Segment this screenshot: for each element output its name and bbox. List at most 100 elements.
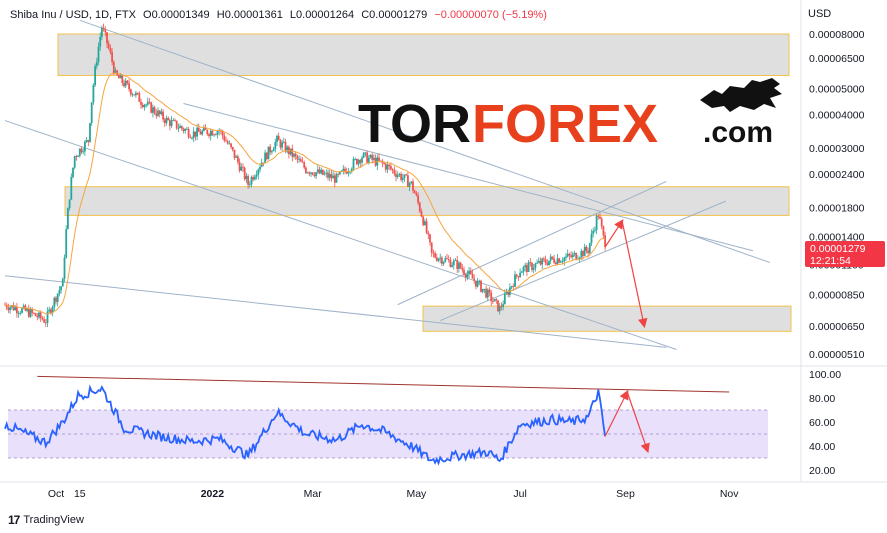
candle-body	[279, 140, 282, 148]
candle-body	[543, 258, 545, 260]
price-tick-label: 0.00002400	[809, 169, 865, 181]
candle-body	[133, 94, 136, 96]
candle-body	[271, 151, 273, 153]
candle-body	[123, 82, 125, 87]
candle-body	[126, 80, 129, 84]
candle-body	[145, 104, 147, 106]
candle-body	[267, 146, 270, 160]
candle-body	[243, 167, 246, 180]
candle-body	[452, 260, 455, 266]
candle-body	[213, 134, 215, 136]
candle-body	[208, 134, 210, 137]
candle-body	[179, 126, 181, 129]
candle-body	[395, 173, 397, 178]
candle-body	[398, 173, 401, 175]
candle-body	[384, 163, 387, 170]
candle-body	[167, 118, 170, 121]
candle-body	[19, 312, 22, 314]
candle-body	[102, 27, 105, 30]
candle-body	[298, 159, 300, 161]
candle-body	[276, 135, 278, 143]
candle-body	[26, 308, 28, 311]
watermark-part2: FOREX	[472, 94, 658, 154]
candle-body	[153, 107, 156, 114]
candle-body	[242, 166, 244, 168]
candle-body	[12, 305, 15, 311]
candle-body	[390, 166, 392, 170]
candle-body	[512, 286, 515, 288]
candle-body	[427, 232, 430, 235]
candle-body	[366, 152, 368, 163]
candle-body	[157, 110, 159, 116]
candle-body	[396, 174, 399, 178]
candle-body	[537, 260, 540, 263]
candle-body	[522, 267, 525, 272]
candle-body	[252, 177, 255, 180]
candle-body	[350, 168, 353, 172]
candle-body	[269, 146, 272, 153]
candle-body	[439, 257, 442, 259]
candle-body	[432, 252, 435, 254]
candle-body	[519, 272, 521, 278]
forecast-arrows	[604, 219, 650, 454]
candle-body	[503, 293, 506, 305]
high-label: H	[216, 9, 225, 21]
candle-body	[281, 142, 283, 148]
candle-body	[230, 143, 232, 148]
watermark-part1: TOR	[358, 94, 471, 154]
candle-body	[101, 27, 103, 37]
symbol-title[interactable]: Shiba Inu / USD, 1D, FTX	[10, 9, 136, 21]
candle-body	[128, 83, 130, 90]
candle-body	[359, 159, 362, 163]
candle-body	[16, 307, 18, 314]
candle-body	[221, 130, 224, 136]
close-label: C	[361, 9, 370, 21]
time-tick-label: Nov	[720, 488, 739, 500]
price-tick-label: 0.00008000	[809, 29, 865, 41]
candle-body	[544, 259, 547, 264]
price-tick-label: 0.00004000	[809, 110, 865, 122]
candle-body	[356, 158, 358, 165]
candle-body	[143, 104, 146, 108]
candle-body	[293, 153, 295, 157]
candle-body	[299, 159, 302, 162]
candle-body	[469, 270, 472, 274]
candle-body	[294, 153, 297, 157]
trend-line-4	[4, 120, 677, 351]
candle-body	[36, 316, 39, 318]
candle-body	[505, 292, 508, 294]
candle-body	[568, 253, 571, 256]
candle-body	[322, 169, 324, 175]
candle-body	[272, 149, 275, 152]
candle-body	[347, 171, 350, 174]
candle-body	[112, 61, 115, 73]
candle-body	[333, 175, 336, 183]
candle-body	[553, 258, 555, 263]
rsi-tick-label: 100.00	[809, 369, 841, 381]
tradingview-logo[interactable]: 17 TradingView	[8, 513, 84, 527]
candle-body	[488, 289, 491, 293]
candle-body	[34, 313, 37, 317]
time-tick-label: Sep	[616, 488, 635, 500]
trend-line-5	[397, 181, 667, 306]
candle-body	[80, 148, 83, 153]
time-tick-label: Mar	[304, 488, 323, 500]
candle-body	[318, 169, 321, 174]
candle-body	[456, 260, 459, 269]
candle-body	[87, 140, 90, 142]
candle-body	[554, 262, 557, 265]
time-tick-label: 15	[74, 488, 86, 500]
candle-body	[473, 278, 476, 281]
candle-body	[600, 218, 603, 227]
candle-body	[60, 286, 62, 290]
open-label: O	[143, 9, 152, 21]
price-tick-label: 0.00001400	[809, 232, 865, 244]
candle-body	[303, 162, 306, 168]
low-label: L	[289, 9, 297, 21]
candle-body	[50, 309, 52, 314]
candle-body	[548, 260, 550, 265]
candle-body	[306, 172, 309, 174]
candle-body	[44, 322, 47, 324]
trend-line-3	[183, 103, 754, 252]
